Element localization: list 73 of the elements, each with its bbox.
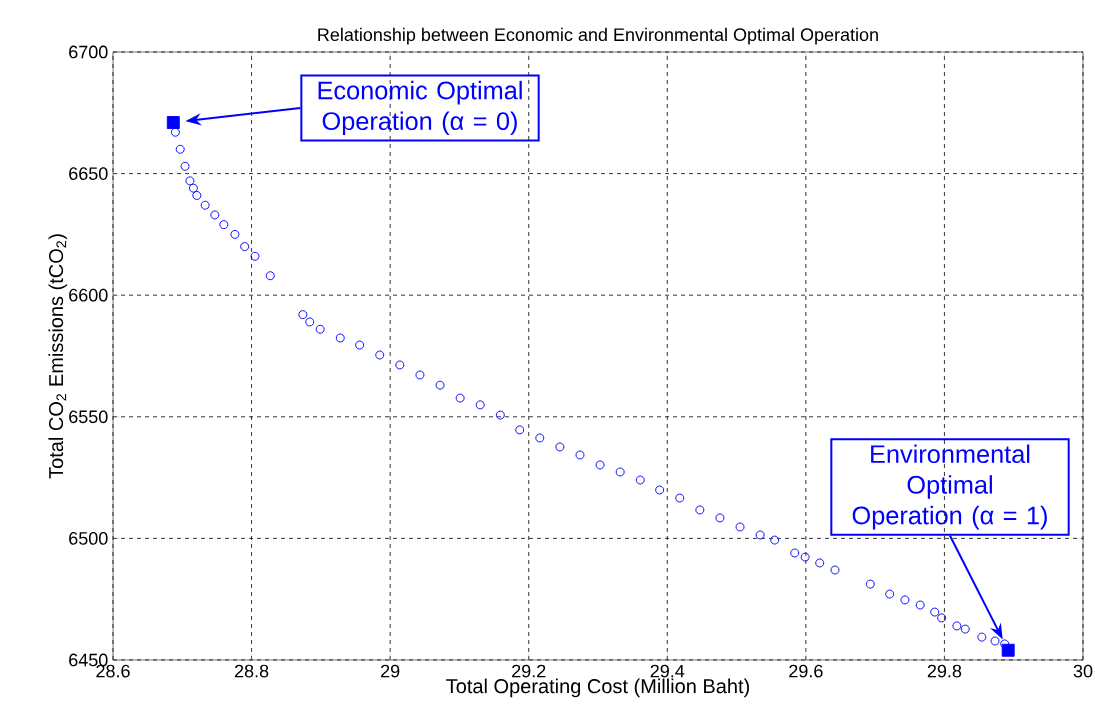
point [735,522,745,532]
point [960,624,970,634]
point [555,442,565,452]
x-tick-label: 29.8 [927,664,962,678]
point [210,210,220,220]
point [395,360,405,370]
x-tick-label: 30 [1073,664,1093,678]
point [715,513,725,523]
point [219,220,229,230]
point [900,595,910,605]
y-tick-label: 6550 [69,410,108,424]
annotation: Economic Optimal Operation (α = 0) [318,80,522,136]
point [166,116,180,129]
y-tick-label: 6700 [69,45,108,59]
point [335,333,345,343]
point [170,127,180,137]
x-axis-title: Total Operating Cost (Million Baht) [446,678,749,698]
x-tick-label: 29 [381,664,400,678]
point [535,433,545,443]
y-tick-label: 6650 [69,167,108,180]
point [475,400,485,410]
point [790,548,800,558]
point [830,565,840,575]
point [615,467,625,477]
point [990,636,1000,646]
point [635,475,645,485]
y-tick-label: 6600 [69,288,108,302]
point [250,251,260,261]
point [575,450,585,460]
point [265,271,275,281]
point [885,589,895,599]
x-tick-label: 29.2 [512,664,546,678]
point [298,310,308,320]
point [655,485,665,495]
point [675,493,685,503]
point [952,621,962,631]
annotation: Environmental Optimal Operation (α = 1) [852,444,1047,530]
point [455,393,465,403]
point [415,370,425,380]
point [305,317,315,327]
point [1001,643,1015,657]
point [240,242,250,252]
point [915,600,925,610]
point [495,410,505,420]
x-tick-label: 29.4 [650,664,685,678]
point [755,530,765,540]
point [200,200,210,210]
x-tick-label: 28.8 [234,664,269,678]
point [977,632,987,642]
point [315,324,325,334]
point [515,425,525,435]
point [1000,639,1010,649]
point [180,161,190,171]
point [865,579,875,589]
point [192,191,202,200]
point [595,460,605,470]
point [188,183,198,193]
x-tick-label: 29.6 [789,664,823,678]
y-axis-title: Total CO$_{2}$ Emissions (tCO$_{2}$) [48,234,68,479]
point [375,350,385,360]
y-tick-label: 6500 [69,532,108,545]
point [435,380,445,390]
chart-title: Relationship between Economic and Environmental Optimal Operation [318,27,878,45]
point [355,340,365,350]
point [800,552,810,562]
point [185,176,195,186]
point [230,229,240,239]
point [930,607,940,617]
point [175,144,185,154]
point [695,505,705,515]
point [937,613,947,623]
point [770,535,780,545]
point [815,558,825,568]
